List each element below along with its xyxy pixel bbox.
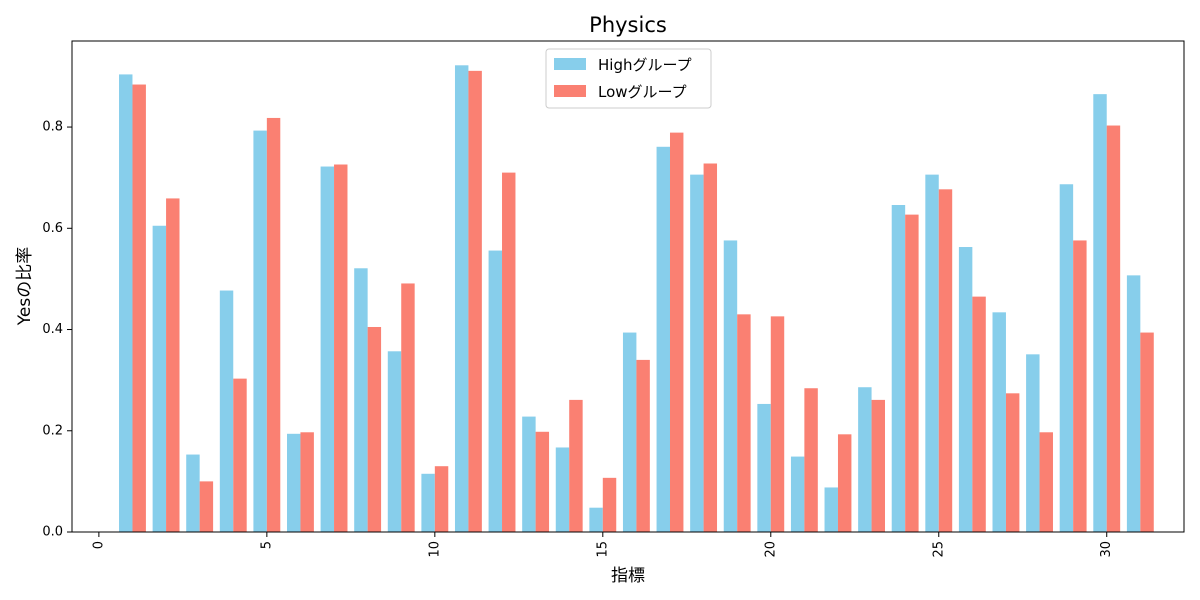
bar-high-29	[1059, 184, 1074, 532]
bar-high-26	[958, 247, 973, 532]
bars	[119, 65, 1154, 533]
bar-low-23	[871, 399, 885, 532]
bar-low-19	[737, 314, 751, 532]
bar-low-10	[434, 466, 449, 532]
y-tick-label-4: 0.8	[42, 120, 63, 135]
bar-high-13	[522, 416, 536, 532]
y-axis-ticks: 0.0 0.2 0.4 0.6 0.8	[42, 120, 72, 540]
y-tick-label-1: 0.2	[42, 423, 63, 438]
legend: Highグループ Lowグループ	[545, 48, 712, 109]
chart-title: Physics	[589, 13, 667, 37]
bar-low-26	[972, 296, 986, 532]
y-tick-label-0: 0.0	[42, 525, 63, 540]
bar-high-6	[287, 433, 301, 532]
bar-low-5	[266, 117, 281, 532]
bar-low-13	[535, 431, 550, 532]
bar-low-22	[837, 434, 852, 532]
bar-high-15	[589, 507, 603, 532]
bar-high-16	[622, 332, 637, 532]
bar-low-24	[905, 214, 919, 532]
bar-low-7	[334, 164, 348, 532]
y-tick-label-2: 0.4	[42, 322, 63, 337]
bar-high-10	[421, 473, 435, 532]
legend-swatch-high	[554, 58, 586, 70]
bar-low-2	[166, 198, 180, 533]
bar-high-17	[656, 146, 670, 533]
bar-low-14	[569, 399, 583, 532]
x-tick-label-10: 10	[427, 541, 442, 558]
x-axis-title: 指標	[611, 566, 645, 586]
bar-high-9	[387, 351, 402, 532]
bar-high-28	[1026, 354, 1040, 532]
bar-low-18	[703, 163, 718, 532]
bar-high-25	[925, 174, 939, 532]
bar-high-31	[1126, 275, 1141, 532]
bar-low-17	[669, 132, 684, 532]
bar-high-27	[992, 312, 1006, 532]
bar-low-11	[468, 70, 482, 533]
x-axis-ticks: 0 5 10 15 20 25 30	[91, 532, 1114, 558]
bar-high-11	[454, 65, 469, 533]
bar-high-12	[488, 250, 503, 532]
bar-low-28	[1039, 432, 1053, 532]
bar-high-30	[1093, 94, 1107, 533]
x-tick-label-20: 20	[763, 541, 778, 558]
bar-low-12	[502, 172, 516, 533]
bar-low-20	[770, 316, 785, 532]
bar-low-3	[199, 481, 214, 532]
bar-high-4	[219, 290, 234, 532]
bar-low-9	[401, 283, 415, 532]
bar-low-31	[1140, 332, 1154, 532]
bar-low-15	[602, 477, 617, 532]
bar-high-20	[757, 403, 771, 532]
bar-low-30	[1106, 125, 1121, 532]
x-tick-label-5: 5	[259, 541, 274, 549]
bar-low-21	[804, 388, 818, 532]
bar-low-16	[636, 359, 650, 532]
bar-high-8	[354, 268, 368, 532]
legend-label-low: Lowグループ	[598, 83, 687, 101]
bar-high-5	[253, 130, 267, 532]
bar-low-27	[1005, 393, 1020, 532]
x-tick-label-25: 25	[931, 541, 946, 558]
bar-high-14	[555, 447, 570, 532]
bar-low-6	[300, 432, 314, 532]
x-tick-label-15: 15	[595, 541, 610, 558]
x-tick-label-30: 30	[1099, 541, 1114, 558]
x-tick-label-0: 0	[91, 541, 106, 549]
y-tick-label-3: 0.6	[42, 221, 63, 236]
legend-label-high: Highグループ	[598, 56, 692, 74]
bar-high-1	[119, 74, 133, 532]
plot-frame	[71, 40, 1185, 533]
bar-low-1	[132, 84, 146, 532]
bar-high-2	[152, 225, 167, 532]
bar-low-25	[938, 189, 953, 532]
bar-high-24	[891, 205, 906, 532]
bar-high-18	[690, 174, 704, 532]
bar-low-4	[233, 378, 247, 532]
bar-high-19	[723, 240, 738, 532]
bar-low-8	[367, 326, 382, 532]
bar-high-3	[186, 454, 200, 532]
bar-high-22	[824, 487, 838, 532]
bar-low-29	[1073, 240, 1087, 532]
legend-swatch-low	[554, 85, 586, 97]
bar-high-21	[790, 456, 805, 532]
y-axis-title: Yesの比率	[15, 247, 35, 326]
bar-high-7	[320, 166, 335, 532]
bar-high-23	[858, 387, 872, 532]
legend-frame	[545, 48, 712, 109]
